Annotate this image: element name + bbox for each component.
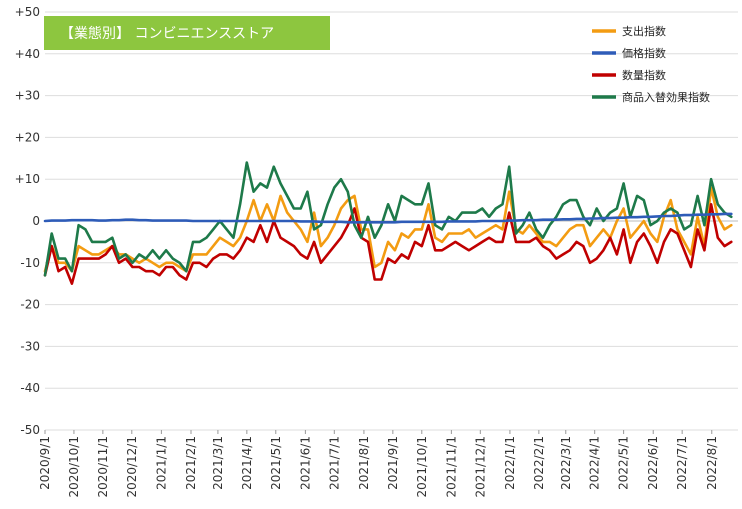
x-tick-label: 2021/10/1 <box>415 436 429 498</box>
x-tick-label: 2020/11/1 <box>96 436 110 498</box>
x-tick-label: 2022/2/1 <box>532 436 546 490</box>
x-tick-label: 2021/12/1 <box>473 436 487 498</box>
chart-title-box: 【業態別】 コンビニエンスストア <box>44 16 330 50</box>
legend-label: 商品入替効果指数 <box>622 90 710 104</box>
series-line <box>43 203 733 286</box>
x-tick-label: 2021/5/1 <box>269 436 283 490</box>
title-background <box>44 16 330 50</box>
y-tick-label: -50 <box>20 423 40 437</box>
y-tick-label: +30 <box>15 89 40 103</box>
y-tick-label: +50 <box>15 5 40 19</box>
x-tick-label: 2021/7/1 <box>327 436 341 490</box>
x-axis-ticks: 2020/9/1 2020/10/1 2020/11/1 2020/12/1 2021/… <box>38 430 719 498</box>
x-tick-label: 2020/10/1 <box>67 436 81 498</box>
y-tick-label: -40 <box>20 381 40 395</box>
x-tick-label: 2021/11/1 <box>444 436 458 498</box>
x-tick-label: 2022/8/1 <box>705 436 719 490</box>
x-tick-label: 2020/9/1 <box>38 436 52 490</box>
series-lines <box>43 161 733 286</box>
x-tick-label: 2022/3/1 <box>559 436 573 490</box>
y-tick-label: +20 <box>15 130 40 144</box>
x-tick-label: 2021/1/1 <box>154 436 168 490</box>
x-tick-label: 2022/6/1 <box>646 436 660 490</box>
y-tick-label: -10 <box>20 256 40 270</box>
y-tick-label: 0 <box>32 214 40 228</box>
y-tick-label: -30 <box>20 339 40 353</box>
x-tick-label: 2022/5/1 <box>617 436 631 490</box>
x-tick-label: 2021/6/1 <box>298 436 312 490</box>
legend-label: 支出指数 <box>622 24 666 38</box>
series-line <box>43 161 733 277</box>
y-tick-label: +10 <box>15 172 40 186</box>
x-tick-label: 2020/12/1 <box>125 436 139 498</box>
x-tick-label: 2021/2/1 <box>184 436 198 490</box>
chart-title: 【業態別】 コンビニエンスストア <box>60 26 274 42</box>
y-axis-ticks: +50 +40 +30 +20 +10 0 -10 -20 -30 -40 -50 <box>15 5 40 437</box>
x-tick-label: 2022/1/1 <box>503 436 517 490</box>
legend-label: 数量指数 <box>622 68 666 82</box>
x-tick-label: 2022/7/1 <box>675 436 689 490</box>
y-tick-label: +40 <box>15 47 40 61</box>
x-tick-label: 2022/4/1 <box>588 436 602 490</box>
x-tick-label: 2021/9/1 <box>386 436 400 490</box>
x-tick-label: 2021/4/1 <box>240 436 254 490</box>
x-tick-label: 2021/3/1 <box>211 436 225 490</box>
series-line <box>43 212 733 224</box>
x-tick-label: 2021/8/1 <box>357 436 371 490</box>
y-tick-label: -20 <box>20 298 40 312</box>
series-line <box>43 186 733 273</box>
legend-label: 価格指数 <box>622 46 666 60</box>
